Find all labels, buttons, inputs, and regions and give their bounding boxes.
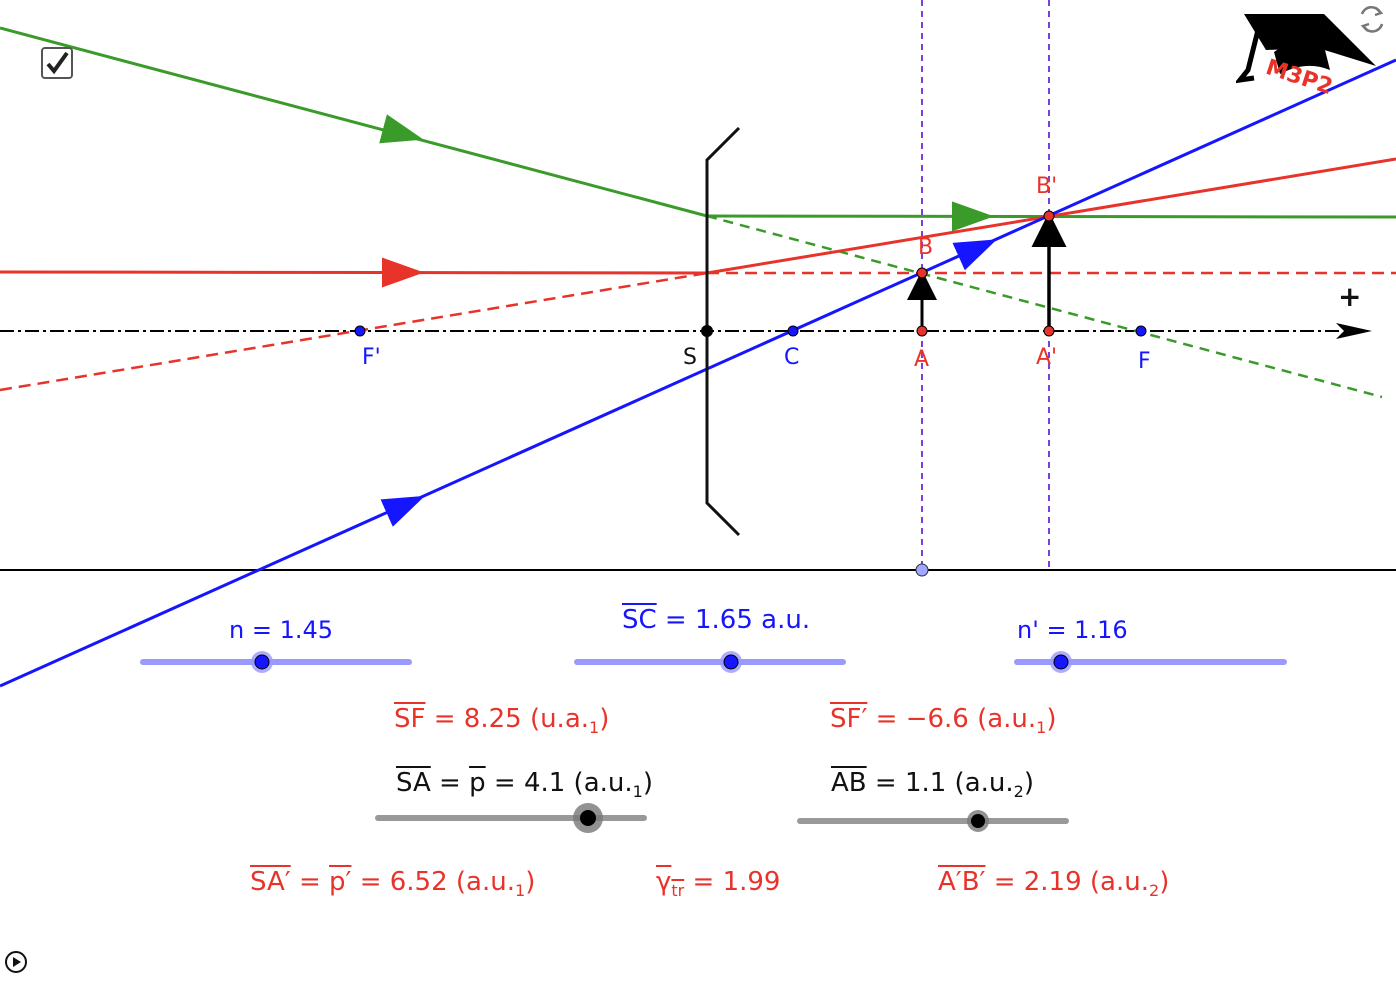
sfp-close: ) xyxy=(1046,704,1057,734)
label-bp: B' xyxy=(1036,174,1058,199)
apbp-value: = 2.19 (a.u. xyxy=(985,867,1149,897)
label-ap: A' xyxy=(1036,345,1058,370)
result-apbp: A′B′ = 2.19 (a.u.2) xyxy=(938,867,1169,900)
point-s xyxy=(701,325,713,337)
ab-close: ) xyxy=(1023,768,1034,798)
blue-ray xyxy=(0,58,1396,688)
slider-sa[interactable] xyxy=(375,803,647,833)
label-a: A xyxy=(914,347,930,372)
sap-eq: = xyxy=(290,867,330,897)
gamma-name: γ xyxy=(656,867,672,897)
ab-value: = 1.1 (a.u. xyxy=(866,768,1014,798)
label-c: C xyxy=(784,345,800,370)
m3p2-logo: M3P2 xyxy=(1236,14,1376,100)
slider-ab[interactable] xyxy=(797,810,1069,832)
green-ray-incident xyxy=(0,26,708,218)
gamma-sub: tr xyxy=(671,881,685,901)
sa-value: = 4.1 (a.u. xyxy=(485,768,633,798)
axis-arrow-icon xyxy=(1336,323,1372,339)
result-sfp: SF′ = −6.6 (a.u.1) xyxy=(830,704,1057,737)
result-sf: SF = 8.25 (u.a.1) xyxy=(394,704,609,737)
play-animation-button[interactable] xyxy=(5,951,27,973)
point-c xyxy=(787,325,799,337)
red-ray-virtual xyxy=(0,271,708,392)
blue-arrow-icon xyxy=(952,239,997,271)
sap-p: p′ xyxy=(329,867,352,897)
slider-n[interactable] xyxy=(140,651,412,673)
point-f xyxy=(1135,325,1147,337)
blue-arrow-icon xyxy=(380,495,425,527)
slider-ab-label: AB = 1.1 (a.u.2) xyxy=(831,768,1034,801)
sa-eq: = xyxy=(430,768,470,798)
result-sap: SA′ = p′ = 6.52 (a.u.1) xyxy=(250,867,535,900)
sap-close: ) xyxy=(525,867,536,897)
green-ray-virtual xyxy=(706,214,1383,399)
sf-sub: 1 xyxy=(589,718,600,738)
label-f: F xyxy=(1138,349,1151,374)
point-b xyxy=(916,267,928,279)
sap-value: = 6.52 (a.u. xyxy=(351,867,515,897)
slider-np[interactable] xyxy=(1014,651,1287,673)
refresh-icon[interactable] xyxy=(1360,5,1384,33)
point-ap xyxy=(1043,325,1055,337)
gamma-value: = 1.99 xyxy=(684,867,781,897)
point-bp xyxy=(1043,210,1055,222)
slider-sc[interactable] xyxy=(574,651,846,673)
sf-close: ) xyxy=(599,704,610,734)
slider-n-label: n = 1.45 xyxy=(229,616,334,644)
checkmark-icon xyxy=(46,51,69,75)
point-fp xyxy=(354,325,366,337)
label-s: S xyxy=(683,345,697,370)
red-ray-incident xyxy=(0,270,708,275)
ground-point[interactable] xyxy=(915,563,929,577)
sf-value: = 8.25 (u.a. xyxy=(425,704,590,734)
slider-sa-label: SA = p = 4.1 (a.u.1) xyxy=(396,768,653,801)
sc-value: = 1.65 a.u. xyxy=(656,605,811,635)
sap-sub: 1 xyxy=(515,881,526,901)
green-arrow-icon xyxy=(379,114,424,144)
slider-np-label: n' = 1.16 xyxy=(1017,616,1128,644)
point-a[interactable] xyxy=(916,325,928,337)
sc-name: SC xyxy=(622,605,657,635)
sa-close: ) xyxy=(642,768,653,798)
sf-name: SF xyxy=(394,704,426,734)
show-rays-checkbox[interactable] xyxy=(41,47,73,79)
play-icon xyxy=(13,957,21,967)
apbp-close: ) xyxy=(1159,867,1170,897)
sa-sub: 1 xyxy=(632,782,643,802)
apbp-name: A′B′ xyxy=(938,867,986,897)
ab-name: AB xyxy=(831,768,867,798)
ab-sub: 2 xyxy=(1013,782,1024,802)
sfp-sub: 1 xyxy=(1036,718,1047,738)
sfp-name: SF′ xyxy=(830,704,868,734)
sa-name: SA xyxy=(396,768,431,798)
label-fp: F' xyxy=(362,345,381,370)
slider-sc-label: SC = 1.65 a.u. xyxy=(622,605,810,635)
result-gamma: γtr = 1.99 xyxy=(656,867,780,900)
sap-name: SA′ xyxy=(250,867,291,897)
sa-p: p xyxy=(469,768,486,798)
sfp-value: = −6.6 (a.u. xyxy=(867,704,1037,734)
label-b: B xyxy=(918,235,934,260)
apbp-sub: 2 xyxy=(1149,881,1160,901)
label-plus: + xyxy=(1338,280,1362,313)
